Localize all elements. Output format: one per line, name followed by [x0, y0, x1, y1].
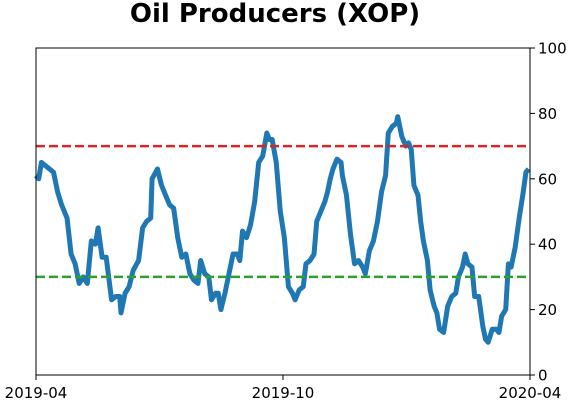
- plot-area: [34, 114, 531, 345]
- series-line-0: [34, 114, 531, 345]
- y-tick-label: 80: [538, 105, 557, 123]
- x-axis: 2019-04 2019-10 2020-04: [5, 375, 562, 402]
- y-tick-label: 60: [538, 170, 557, 188]
- x-tick-label: 2019-10: [252, 384, 315, 402]
- chart-title: Oil Producers (XOP): [130, 0, 420, 29]
- y-axis: 0 20 40 60 80 100: [530, 40, 567, 385]
- axes-frame: [35, 47, 531, 376]
- y-tick-label: 0: [538, 367, 548, 385]
- y-tick-label: 20: [538, 301, 557, 319]
- y-tick-label: 100: [538, 40, 567, 58]
- x-tick-label: 2020-04: [499, 384, 562, 402]
- y-tick-label: 40: [538, 236, 557, 254]
- x-tick-label: 2019-04: [5, 384, 68, 402]
